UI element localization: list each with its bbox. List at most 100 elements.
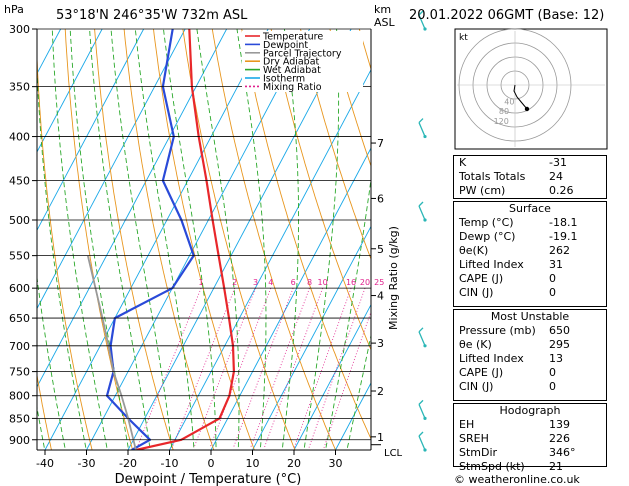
isotherm-line [37,29,228,388]
mixing-ratio-line [232,288,294,449]
wet-adiabat-line [89,29,151,450]
wet-adiabat-line [51,29,108,450]
wind-barb-staff [418,404,426,419]
index-row: K -31 [453,156,607,170]
hodograph-stat-row: SREH 226 [453,432,607,446]
hodograph-stats-title: Hodograph [499,404,561,417]
surface-row: CAPE (J) 0 [453,272,607,286]
wind-barb-staff [418,122,426,137]
hodograph-stats-box [453,403,607,467]
location-title: 53°18'N 246°35'W 732m ASL [56,8,248,23]
pressure-tick-label: 900 [9,434,30,447]
wind-barb-flag [418,327,424,333]
pressure-tick-label: 850 [9,412,30,425]
pressure-axis: 300 350 400 450 500 550 600 650 700 750 800 850 900 [9,23,371,447]
dry-adiabat-line [300,29,371,261]
asl-unit-label: ASL [374,16,396,29]
wind-barb-flag [418,10,424,16]
wind-barbs [418,10,427,452]
surface-value: -19.1 [549,230,578,243]
hodograph-stat-key: StmDir [459,446,498,459]
isotherm-line [169,68,371,450]
isotherm-line [37,29,145,232]
mixing-ratio-tick-label: 3 [253,278,258,287]
hodograph-ring-label: 120 [494,117,509,126]
pressure-tick-label: 400 [9,131,30,144]
dry-adiabat-line [37,373,52,450]
km-tick-label: 3 [377,337,384,350]
hodograph-stat-key: EH [459,418,475,431]
hodograph-stat-key: SREH [459,432,489,445]
mixing-ratio-tick-label: 10 [318,278,328,287]
temperature-tick-label: 0 [208,457,215,470]
mixing-ratio-lines [136,288,371,449]
surface-key: CAPE (J) [459,272,504,285]
wind-barb-flag [418,201,424,207]
wind-barb-base [423,448,427,452]
pressure-tick-label: 750 [9,366,30,379]
hodograph-stat-row: StmDir 346° [453,446,607,460]
hodograph-ring-label: 40 [504,97,514,106]
dry-adiabat-line [624,29,629,450]
surface-value: 262 [549,244,570,257]
mixing-ratio-tick-label: 4 [268,278,273,287]
temperature-tick-label: 10 [246,457,260,470]
most-unstable-value: 295 [549,338,570,351]
lcl-label: LCL [384,448,403,459]
most-unstable-value: 0 [549,380,556,393]
temperature-tick-label: 20 [287,457,301,470]
temperature-tick-label: -10 [161,457,179,470]
most-unstable-row: CIN (J) 0 [453,380,607,394]
indices-panel: K -31 Totals Totals 24 PW (cm) 0.26 Surface T… [453,155,607,473]
wind-barb-staff [418,435,426,451]
most-unstable-value: 650 [549,324,570,337]
mixing-ratio-line [136,288,202,449]
surface-value: 0 [549,272,556,285]
surface-row: θe(K) 262 [453,244,607,258]
legend-entry: Isotherm [263,74,305,85]
isotherm-lines [37,29,371,450]
index-value: -31 [549,156,567,169]
hodograph-ring-label: 80 [499,107,509,116]
hodograph-stat-row: StmSpd (kt) 21 [453,460,607,474]
surface-key: Temp (°C) [459,216,514,229]
wind-barb-base [423,416,427,420]
legend-entry: Dewpoint [263,40,308,51]
mixing-ratio-line [323,310,371,449]
most-unstable-box [453,309,607,401]
mixing-ratio-line [171,288,236,449]
most-unstable-key: CAPE (J) [459,366,504,379]
hodograph-frame [454,28,608,150]
index-row: PW (cm) 0.26 [453,184,607,198]
pressure-tick-label: 300 [9,23,30,36]
mixing-ratio-labels: 1 2 3 4 6 8 10 16 20 25 [199,278,385,287]
most-unstable-value: 0 [549,366,556,379]
km-tick-label: 5 [377,243,384,256]
hpa-unit-label: hPa [4,3,24,16]
indices-box [453,155,607,199]
km-tick-label: 7 [377,137,384,150]
mixing-ratio-tick-label: 1 [199,278,204,287]
datetime-title: 20.01.2022 06GMT (Base: 12) [409,8,604,23]
legend-entry: Parcel Trajectory [263,48,342,59]
hodograph-stat-value: 139 [549,418,570,431]
most-unstable-title: Most Unstable [490,310,570,323]
wind-barb-staff [418,331,426,347]
mixing-ratio-line [308,288,366,449]
wet-adiabat-line [69,29,130,450]
index-value: 24 [549,170,563,183]
dewpoint-line [105,29,195,450]
mixing-ratio-line [209,288,272,449]
mixing-ratio-tick-label: 6 [291,278,296,287]
most-unstable-row: θe (K) 295 [453,338,607,352]
legend-background [242,31,363,92]
surface-value: 31 [549,258,563,271]
mixing-ratio-line [263,288,323,449]
most-unstable-key: θe (K) [459,338,492,351]
km-tick-label: 4 [377,290,384,303]
wet-adiabat-line [196,29,240,450]
wind-barb-base [423,344,427,348]
dry-adiabat-line [153,29,255,450]
